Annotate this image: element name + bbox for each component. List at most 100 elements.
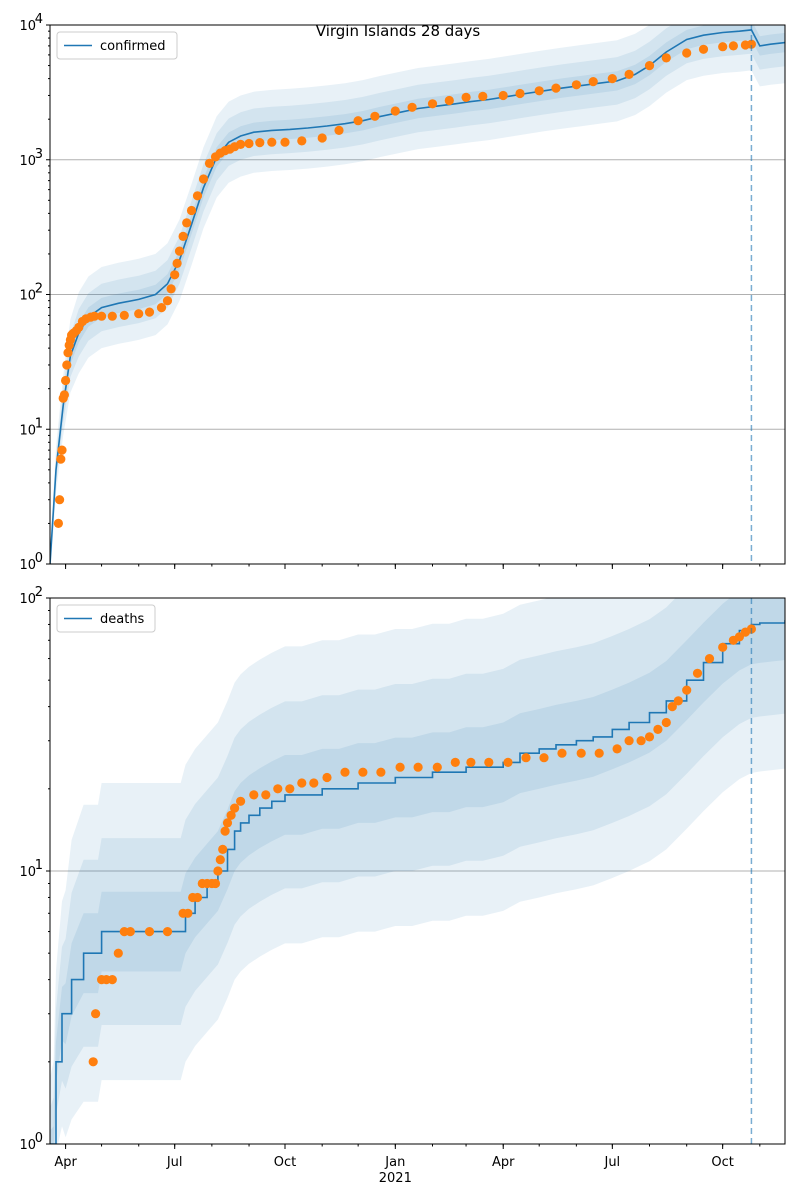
observed-point bbox=[220, 826, 230, 836]
observed-point bbox=[162, 296, 173, 306]
observed-point bbox=[297, 136, 307, 146]
legend-box bbox=[56, 604, 156, 633]
observed-point bbox=[370, 111, 380, 121]
observed-point bbox=[267, 137, 277, 147]
observed-point bbox=[162, 927, 173, 937]
observed-point bbox=[322, 772, 332, 783]
observed-point bbox=[450, 757, 460, 768]
plot-area bbox=[50, 598, 785, 1144]
observed-point bbox=[607, 74, 617, 84]
model-line bbox=[50, 29, 785, 564]
observed-point bbox=[636, 736, 646, 746]
observed-point bbox=[682, 685, 692, 695]
y-tick-label: 10 bbox=[19, 592, 36, 607]
observed-point bbox=[198, 174, 209, 184]
observed-point bbox=[156, 303, 167, 313]
observed-point bbox=[498, 90, 508, 101]
observed-point bbox=[661, 717, 671, 728]
observed-point bbox=[285, 784, 295, 794]
observed-point bbox=[444, 95, 454, 106]
observed-point bbox=[222, 818, 233, 828]
observed-point bbox=[144, 927, 155, 937]
x-year-label: 2021 bbox=[379, 1171, 412, 1186]
y-tick-label: 10 bbox=[19, 154, 36, 169]
uncertainty-band-2 bbox=[50, 598, 785, 1144]
observed-point bbox=[376, 767, 386, 777]
observed-point bbox=[280, 137, 290, 147]
observed-point bbox=[692, 668, 703, 678]
observed-point bbox=[407, 102, 417, 112]
observed-point bbox=[539, 753, 549, 763]
observed-point bbox=[56, 454, 66, 464]
observed-point bbox=[340, 767, 350, 777]
observed-point bbox=[624, 736, 634, 746]
observed-point bbox=[673, 696, 683, 706]
x-tick-label: Jul bbox=[603, 1155, 620, 1170]
observed-point bbox=[273, 784, 283, 794]
observed-point bbox=[653, 724, 663, 735]
uncertainty-band-3 bbox=[50, 598, 785, 1144]
observed-point bbox=[515, 88, 525, 99]
observed-point bbox=[644, 61, 655, 71]
observed-point bbox=[249, 790, 259, 800]
observed-point bbox=[144, 307, 155, 317]
observed-point bbox=[63, 348, 73, 358]
observed-point bbox=[358, 767, 368, 777]
observed-point bbox=[503, 757, 513, 768]
observed-point bbox=[309, 778, 319, 788]
uncertainty-band-3 bbox=[50, 25, 785, 564]
observed-point bbox=[551, 83, 561, 93]
x-tick-label: Apr bbox=[492, 1155, 515, 1170]
observed-point bbox=[97, 311, 107, 321]
y-tick-label: 10 bbox=[19, 558, 36, 573]
observed-point bbox=[53, 518, 64, 529]
observed-point bbox=[174, 246, 185, 256]
legend: confirmed bbox=[56, 31, 178, 60]
uncertainty-band-2 bbox=[50, 25, 785, 564]
observed-point bbox=[230, 803, 240, 813]
observed-point bbox=[183, 908, 193, 918]
observed-point bbox=[166, 284, 176, 294]
y-tick-label: 10 bbox=[19, 289, 36, 304]
observed-point bbox=[413, 762, 423, 772]
observed-point bbox=[186, 205, 197, 216]
observed-point bbox=[698, 44, 709, 54]
observed-point bbox=[334, 125, 344, 135]
observed-point bbox=[395, 762, 405, 772]
chart-title: Virgin Islands 28 days bbox=[316, 22, 481, 40]
observed-point bbox=[353, 116, 363, 126]
observed-point bbox=[432, 762, 442, 772]
observed-point bbox=[576, 748, 586, 758]
y-tick-label: 10 bbox=[19, 1138, 36, 1153]
observed-point bbox=[218, 844, 228, 855]
observed-point bbox=[91, 1009, 101, 1019]
observed-point bbox=[88, 1057, 98, 1067]
legend-label: confirmed bbox=[100, 39, 166, 54]
model-line bbox=[50, 620, 785, 1144]
observed-point bbox=[244, 138, 254, 149]
observed-point bbox=[172, 258, 182, 268]
observed-point bbox=[661, 53, 671, 63]
observed-point bbox=[704, 654, 715, 664]
legend-label: deaths bbox=[100, 612, 145, 627]
observed-point bbox=[55, 495, 65, 505]
observed-point bbox=[192, 892, 203, 903]
x-tick-label: Oct bbox=[274, 1155, 296, 1170]
observed-point bbox=[594, 748, 604, 758]
observed-point bbox=[746, 39, 757, 49]
y-tick-exponent: 0 bbox=[35, 1131, 43, 1146]
y-tick-exponent: 2 bbox=[35, 585, 43, 600]
observed-point bbox=[192, 191, 203, 201]
observed-point bbox=[718, 642, 728, 652]
observed-point bbox=[644, 732, 655, 742]
observed-point bbox=[125, 927, 135, 937]
observed-point bbox=[226, 810, 236, 820]
observed-point bbox=[682, 48, 692, 58]
observed-point bbox=[119, 310, 129, 320]
observed-point bbox=[61, 375, 71, 386]
observed-point bbox=[213, 866, 223, 876]
y-tick-label: 10 bbox=[19, 865, 36, 880]
y-tick-label: 10 bbox=[19, 423, 36, 438]
observed-point bbox=[210, 878, 221, 889]
